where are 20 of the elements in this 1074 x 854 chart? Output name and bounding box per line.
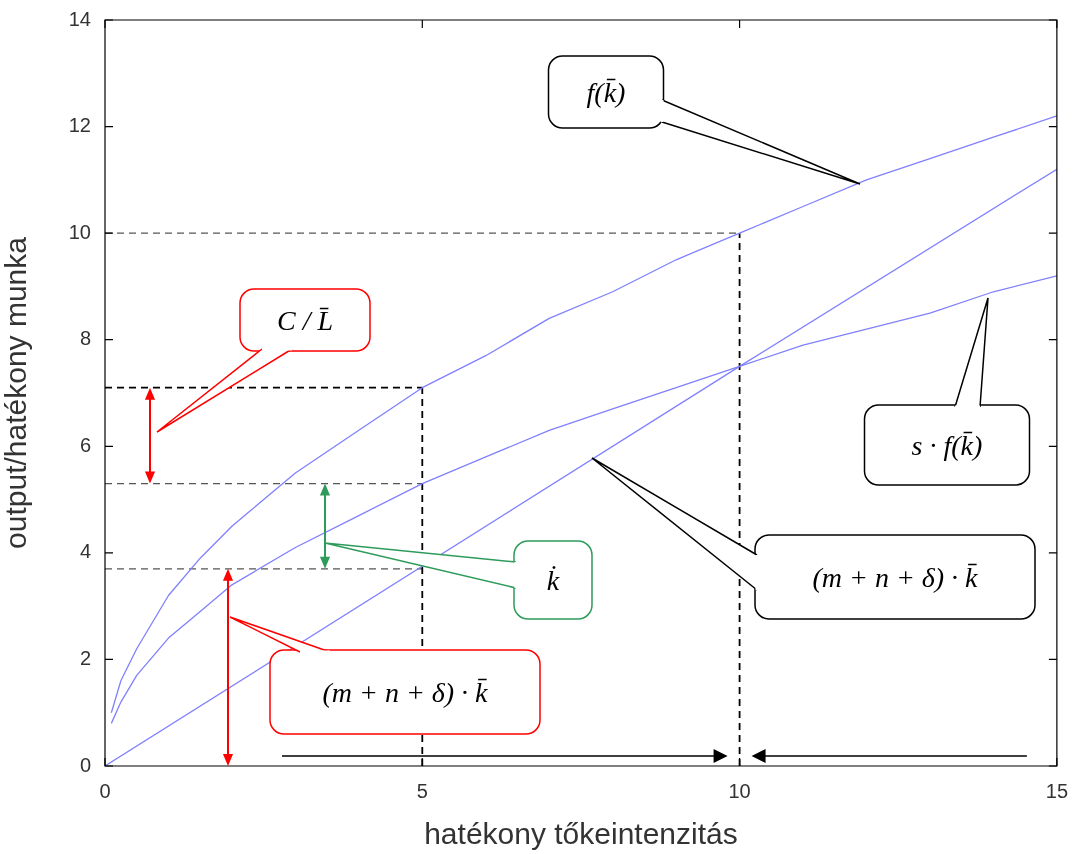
x-axis-title: hatékony tőkeintenzitás	[424, 817, 738, 851]
annotation: C / L̄	[276, 304, 334, 336]
annotation: s · f(k̄)	[911, 429, 983, 461]
annotation: f(k̄)	[586, 76, 626, 108]
y-tick-label: 4	[79, 540, 91, 563]
y-tick-label: 0	[79, 753, 91, 776]
x-tick-label: 0	[99, 779, 111, 802]
y-tick-label: 14	[68, 7, 91, 30]
y-tick-label: 6	[79, 433, 91, 456]
annotation: (m + n + δ) · k̄	[812, 561, 979, 593]
annotation: (m + n + δ) · k̄	[322, 676, 489, 708]
annotation: k̇	[546, 564, 560, 596]
x-tick-label: 10	[728, 779, 751, 802]
y-tick-label: 12	[68, 114, 91, 137]
y-tick-label: 8	[79, 327, 91, 350]
x-tick-label: 15	[1045, 779, 1068, 802]
x-tick-label: 5	[416, 779, 428, 802]
y-axis-title: output/hatékony munka	[0, 236, 33, 549]
y-tick-label: 10	[68, 220, 91, 243]
y-tick-label: 2	[79, 646, 91, 669]
